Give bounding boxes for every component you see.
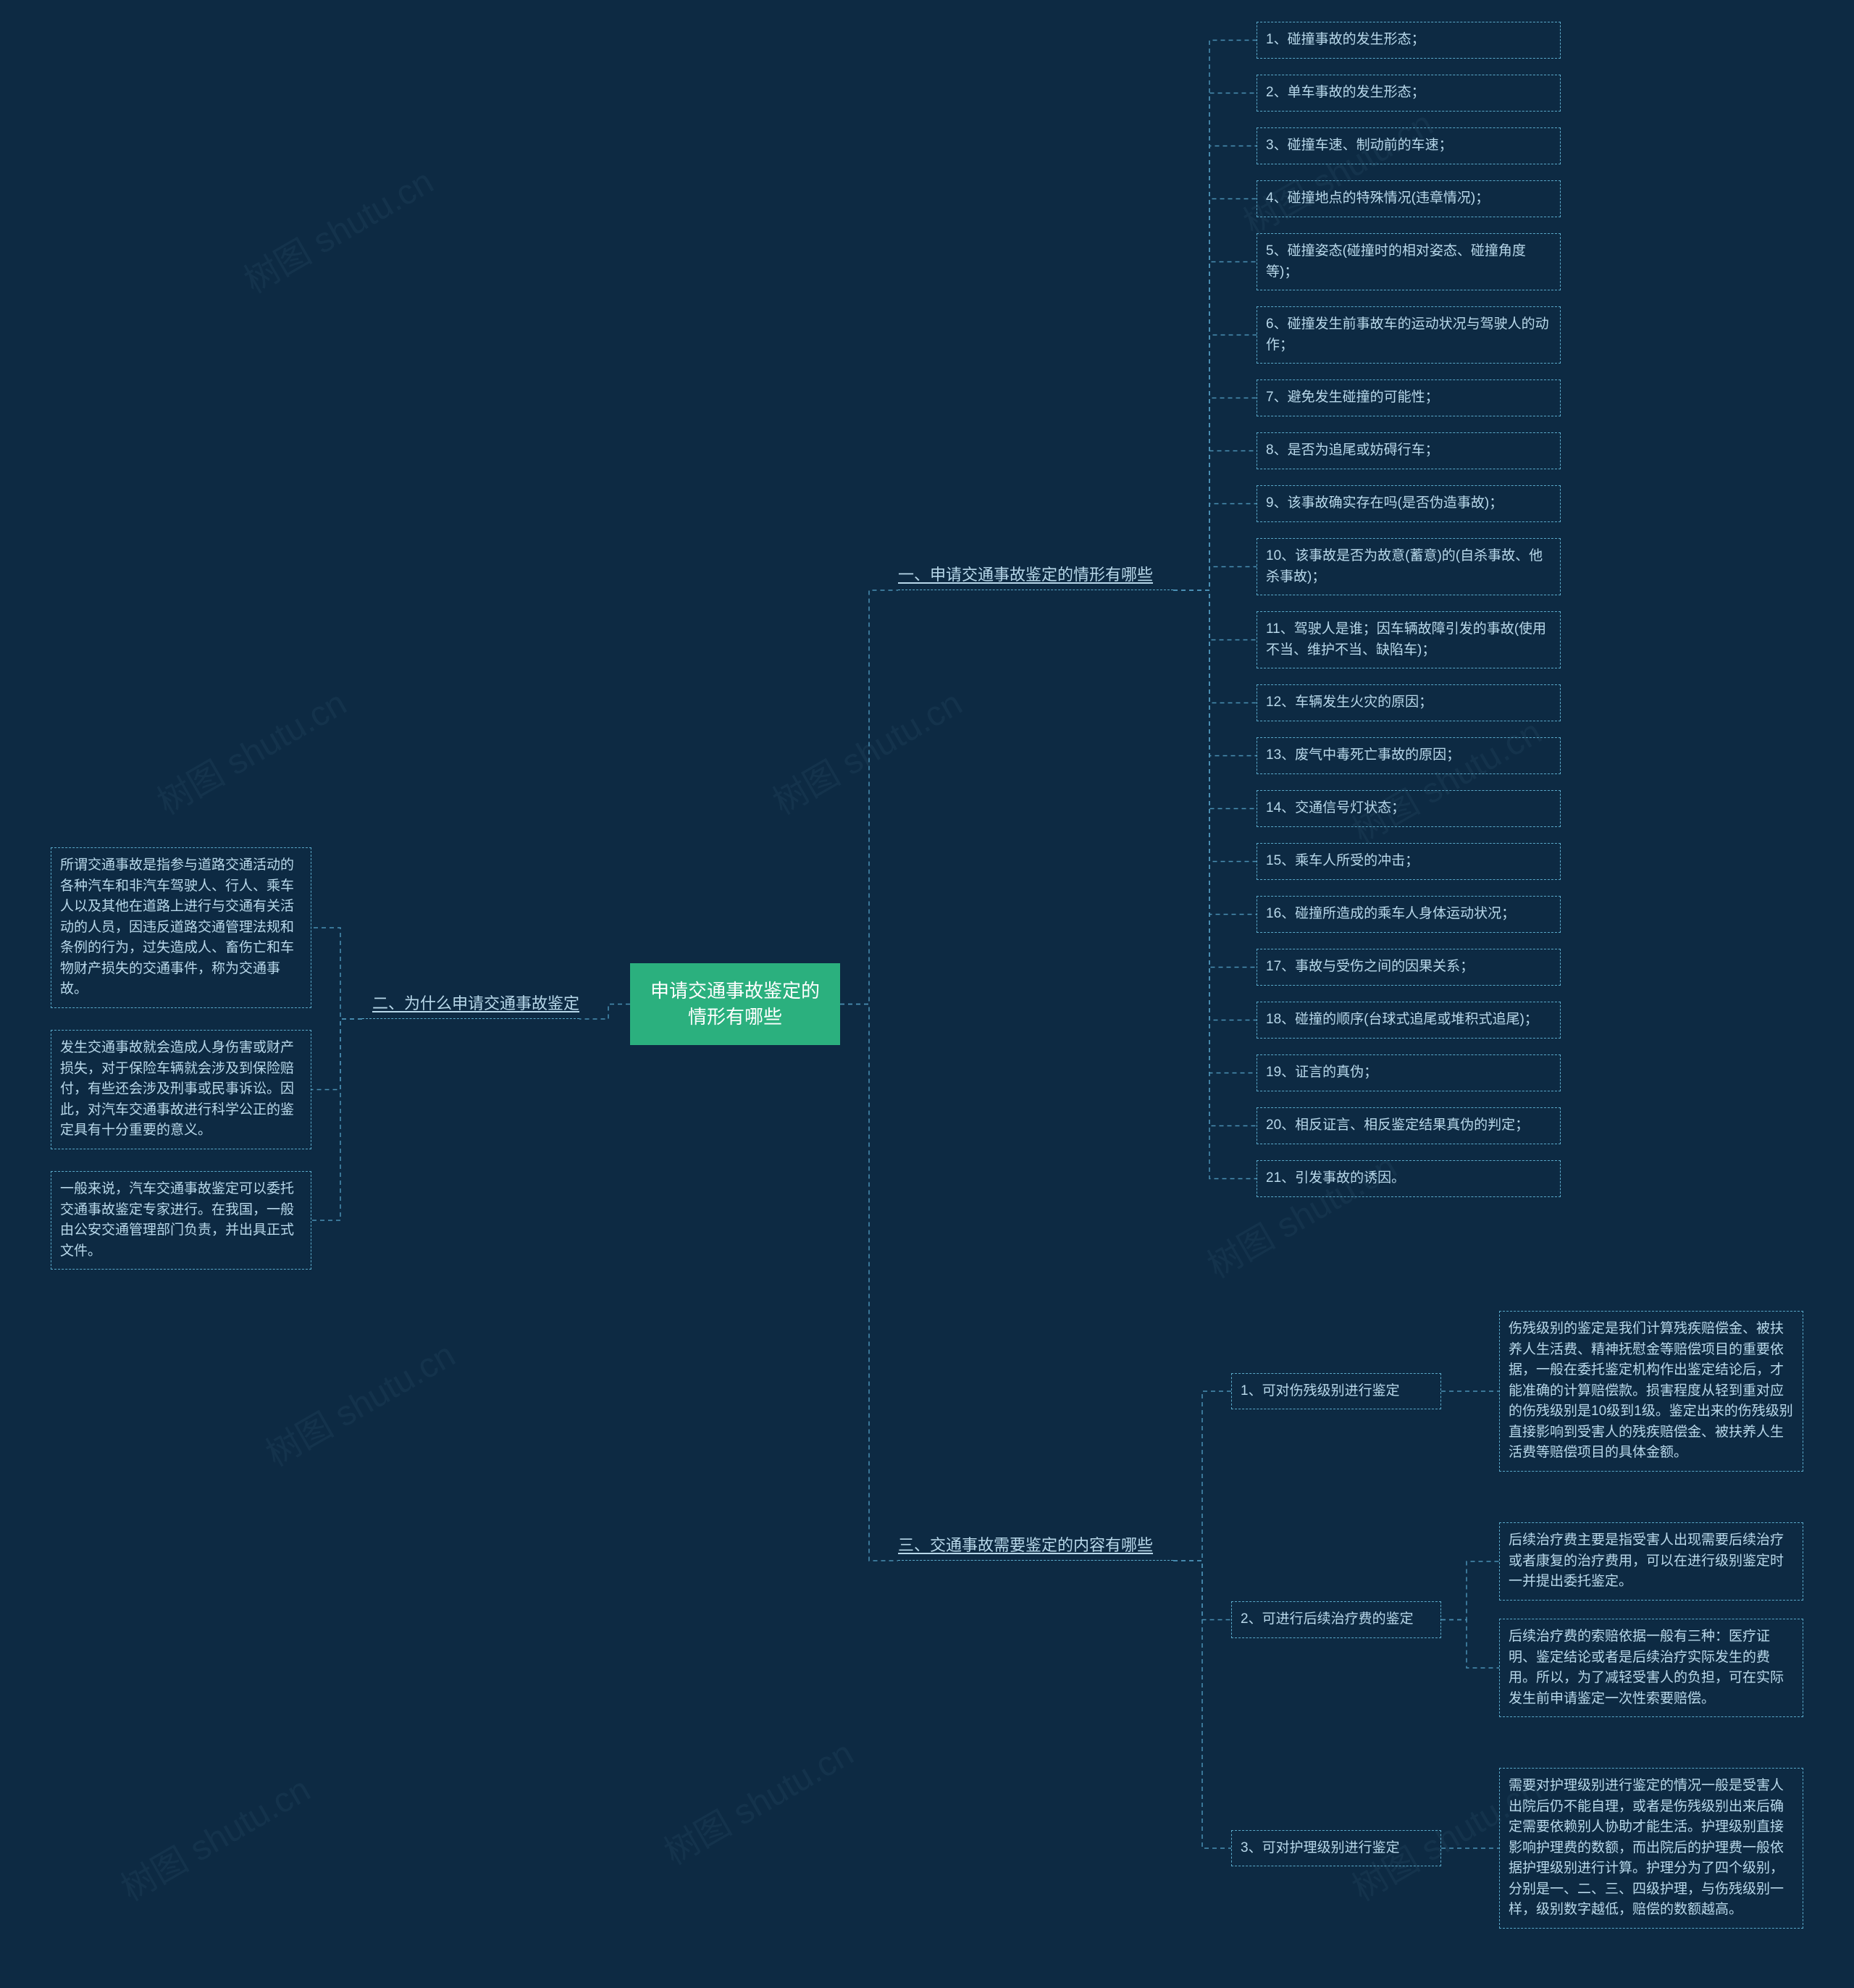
leaf-node: 伤残级别的鉴定是我们计算残疾赔偿金、被扶养人生活费、精神抚慰金等赔偿项目的重要依…: [1499, 1311, 1803, 1472]
leaf-node: 20、相反证言、相反鉴定结果真伪的判定；: [1257, 1107, 1561, 1144]
leaf-node: 12、车辆发生火灾的原因；: [1257, 684, 1561, 721]
branch-2: 二、为什么申请交通事故鉴定: [362, 986, 579, 1019]
leaf-node: 10、该事故是否为故意(蓄意)的(自杀事故、他杀事故)；: [1257, 538, 1561, 595]
leaf-node: 需要对护理级别进行鉴定的情况一般是受害人出院后仍不能自理，或者是伤残级别出来后确…: [1499, 1768, 1803, 1929]
leaf-node: 发生交通事故就会造成人身伤害或财产损失，对于保险车辆就会涉及到保险赔付，有些还会…: [51, 1030, 311, 1149]
leaf-node: 9、该事故确实存在吗(是否伪造事故)；: [1257, 485, 1561, 522]
watermark: 树图 shutu.cn: [1233, 96, 1440, 245]
branch-1: 一、申请交通事故鉴定的情形有哪些: [898, 558, 1173, 590]
leaf-node: 1、可对伤残级别进行鉴定: [1231, 1373, 1441, 1410]
leaf-node: 18、碰撞的顺序(台球式追尾或堆积式追尾)；: [1257, 1002, 1561, 1039]
root-label: 申请交通事故鉴定的情形有哪些: [650, 980, 820, 1028]
watermark: 树图 shutu.cn: [233, 154, 441, 303]
leaf-node: 7、避免发生碰撞的可能性；: [1257, 379, 1561, 416]
leaf-node: 后续治疗费的索赔依据一般有三种：医疗证明、鉴定结论或者是后续治疗实际发生的费用。…: [1499, 1619, 1803, 1717]
leaf-node: 13、废气中毒死亡事故的原因；: [1257, 737, 1561, 774]
leaf-node: 16、碰撞所造成的乘车人身体运动状况；: [1257, 896, 1561, 933]
leaf-node: 4、碰撞地点的特殊情况(违章情况)；: [1257, 180, 1561, 217]
leaf-node: 21、引发事故的诱因。: [1257, 1160, 1561, 1197]
leaf-node: 2、单车事故的发生形态；: [1257, 75, 1561, 112]
leaf-node: 11、驾驶人是谁；因车辆故障引发的事故(使用不当、维护不当、缺陷车)；: [1257, 611, 1561, 668]
leaf-node: 8、是否为追尾或妨碍行车；: [1257, 432, 1561, 469]
root-node: 申请交通事故鉴定的情形有哪些: [630, 963, 840, 1045]
leaf-node: 2、可进行后续治疗费的鉴定: [1231, 1601, 1441, 1638]
leaf-node: 5、碰撞姿态(碰撞时的相对姿态、碰撞角度等)；: [1257, 233, 1561, 290]
watermark: 树图 shutu.cn: [110, 1761, 318, 1911]
mindmap-canvas: 树图 shutu.cn 树图 shutu.cn 树图 shutu.cn 树图 s…: [0, 0, 1854, 1988]
leaf-node: 17、事故与受伤之间的因果关系；: [1257, 949, 1561, 986]
leaf-node: 3、碰撞车速、制动前的车速；: [1257, 127, 1561, 164]
watermark: 树图 shutu.cn: [762, 675, 970, 824]
leaf-node: 一般来说，汽车交通事故鉴定可以委托交通事故鉴定专家进行。在我国，一般由公安交通管…: [51, 1171, 311, 1270]
leaf-node: 所谓交通事故是指参与道路交通活动的各种汽车和非汽车驾驶人、行人、乘车人以及其他在…: [51, 847, 311, 1008]
leaf-node: 15、乘车人所受的冲击；: [1257, 843, 1561, 880]
leaf-node: 3、可对护理级别进行鉴定: [1231, 1830, 1441, 1867]
branch-1-label: 一、申请交通事故鉴定的情形有哪些: [898, 566, 1153, 584]
branch-3: 三、交通事故需要鉴定的内容有哪些: [898, 1528, 1173, 1561]
watermark: 树图 shutu.cn: [146, 675, 354, 824]
leaf-node: 1、碰撞事故的发生形态；: [1257, 22, 1561, 59]
branch-2-label: 二、为什么申请交通事故鉴定: [372, 994, 579, 1012]
branch-3-label: 三、交通事故需要鉴定的内容有哪些: [898, 1536, 1153, 1554]
leaf-node: 14、交通信号灯状态；: [1257, 790, 1561, 827]
watermark: 树图 shutu.cn: [1341, 704, 1549, 853]
watermark: 树图 shutu.cn: [653, 1725, 861, 1874]
leaf-node: 19、证言的真伪；: [1257, 1054, 1561, 1091]
leaf-node: 后续治疗费主要是指受害人出现需要后续治疗或者康复的治疗费用，可以在进行级别鉴定时…: [1499, 1522, 1803, 1601]
leaf-node: 6、碰撞发生前事故车的运动状况与驾驶人的动作；: [1257, 306, 1561, 364]
watermark: 树图 shutu.cn: [255, 1327, 463, 1476]
